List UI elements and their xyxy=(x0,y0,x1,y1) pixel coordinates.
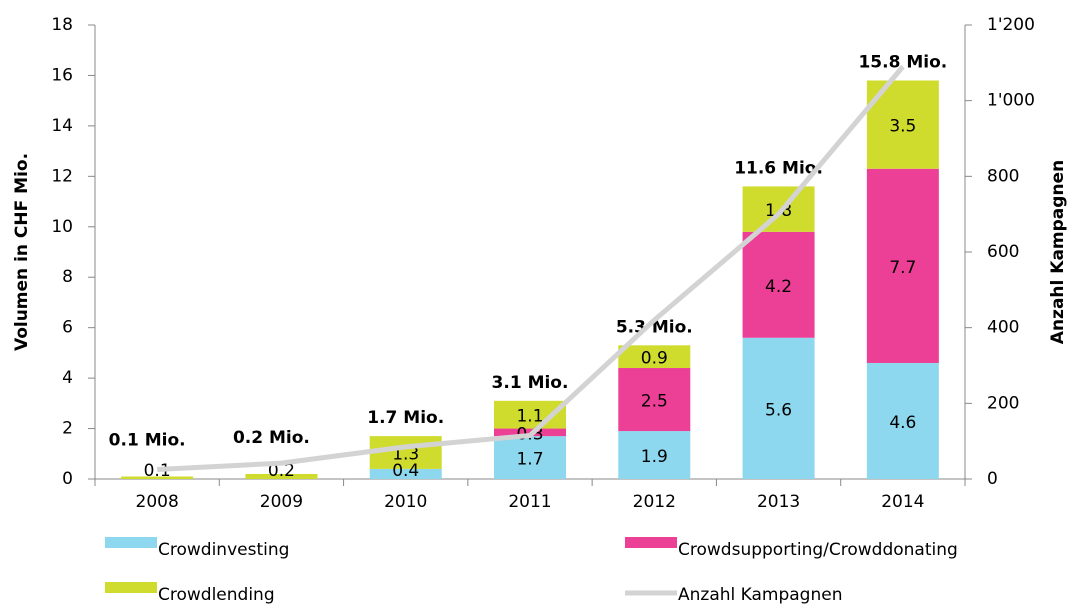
y-tick-label: 6 xyxy=(62,318,73,338)
x-tick-label: 2014 xyxy=(881,492,924,512)
y-tick-label: 18 xyxy=(51,15,73,35)
total-label: 3.1 Mio. xyxy=(492,373,569,393)
bar-segment xyxy=(742,186,815,232)
legend-label: Crowdinvesting xyxy=(158,540,289,560)
data-label: 7.7 xyxy=(889,258,916,278)
total-label: 0.1 Mio. xyxy=(109,430,186,450)
y-tick-label: 12 xyxy=(51,166,73,186)
bar-segment xyxy=(618,368,691,432)
bar-segment xyxy=(121,476,194,479)
total-label: 1.7 Mio. xyxy=(367,408,444,428)
line-series xyxy=(157,65,905,473)
total-label: 0.2 Mio. xyxy=(233,428,310,448)
bar-segment xyxy=(369,468,442,479)
legend-label: Crowdsupporting/Crowddonating xyxy=(678,540,958,560)
y2-axis-title: Anzahl Kampagnen xyxy=(1048,160,1068,344)
data-label: 3.5 xyxy=(889,117,916,137)
total-label: 15.8 Mio. xyxy=(858,52,947,72)
legend-swatch xyxy=(105,537,157,548)
x-tick-label: 2013 xyxy=(757,492,800,512)
x-tick-label: 2009 xyxy=(260,492,303,512)
y-tick-label: 10 xyxy=(51,217,73,237)
legend-swatch xyxy=(105,582,157,593)
legend-swatch xyxy=(625,537,677,548)
total-label: 5.3 Mio. xyxy=(616,317,693,337)
data-label: 2.5 xyxy=(641,392,668,412)
y-tick-label: 14 xyxy=(51,116,73,136)
bar-segment xyxy=(866,362,939,479)
y-tick-label: 2 xyxy=(62,419,73,439)
y2-tick-label: 600 xyxy=(987,242,1019,262)
bar-segment xyxy=(866,168,939,363)
legend-label: Anzahl Kampagnen xyxy=(678,585,842,605)
data-label: 1.7 xyxy=(516,450,543,470)
x-tick-label: 2011 xyxy=(508,492,551,512)
data-label: 1.1 xyxy=(516,407,543,427)
x-tick-label: 2010 xyxy=(384,492,427,512)
y-tick-label: 4 xyxy=(62,368,73,388)
bar-segment xyxy=(369,436,442,469)
x-tick-label: 2008 xyxy=(136,492,179,512)
bar-segment xyxy=(742,231,815,338)
data-label: 5.6 xyxy=(765,400,792,420)
bar-segment xyxy=(618,345,691,369)
bar-segment xyxy=(494,436,566,479)
y-tick-label: 8 xyxy=(62,267,73,287)
data-label: 0.1 xyxy=(144,461,171,481)
data-label: 0.2 xyxy=(268,461,295,481)
y2-tick-label: 400 xyxy=(987,318,1019,338)
y-tick-label: 16 xyxy=(51,65,73,85)
data-label: 4.6 xyxy=(889,413,916,433)
y-axis-title: Volumen in CHF Mio. xyxy=(12,153,32,351)
y2-tick-label: 800 xyxy=(987,166,1019,186)
y2-tick-label: 0 xyxy=(987,469,998,489)
data-label: 0.4 xyxy=(392,461,419,481)
y2-tick-label: 1'200 xyxy=(987,15,1035,35)
y2-tick-label: 1'000 xyxy=(987,91,1035,111)
y-tick-label: 0 xyxy=(62,469,73,489)
data-label: 0.9 xyxy=(641,349,668,369)
legend-label: Crowdlending xyxy=(158,585,275,605)
x-tick-label: 2012 xyxy=(633,492,676,512)
data-label: 1.9 xyxy=(641,447,668,467)
bar-segment xyxy=(742,337,815,479)
bar-segment xyxy=(618,431,691,479)
total-label: 11.6 Mio. xyxy=(734,158,823,178)
data-label: 4.2 xyxy=(765,277,792,297)
bar-segment xyxy=(245,473,318,479)
y2-tick-label: 200 xyxy=(987,393,1019,413)
